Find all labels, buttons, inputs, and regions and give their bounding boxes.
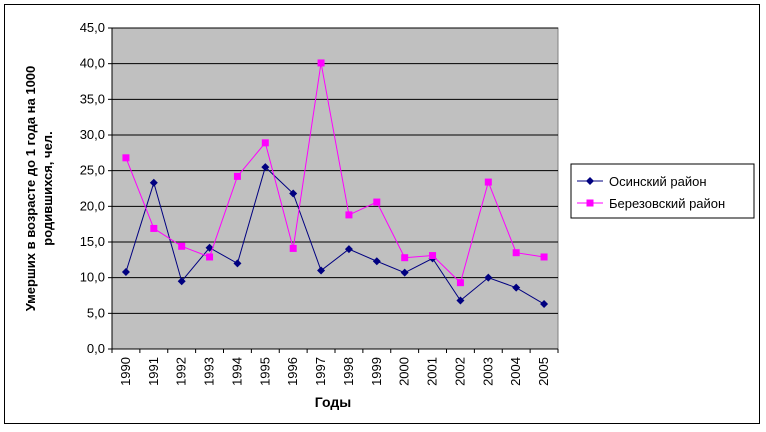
data-point [233,172,241,180]
chart: 0,0 5,0 10,0 15,0 20,0 25,0 30,0 35,0 40,0 45,0 1… [23,20,755,410]
data-point [512,249,520,257]
series-line [125,166,545,305]
legend-marker [586,177,594,185]
data-point [372,257,381,266]
data-point [429,252,437,260]
x-tick-label: 1993 [202,357,217,386]
x-tick-label: 1990 [118,357,133,386]
x-tick-label: 1994 [229,357,244,386]
series-group [121,59,549,309]
x-tick-label: 2000 [397,357,412,386]
y-tick-label: 40,0 [80,56,105,71]
y-tick-label: 45,0 [80,20,105,35]
legend-label: Осинский район [609,174,707,189]
chart-frame: 0,0 5,0 10,0 15,0 20,0 25,0 30,0 35,0 40,0 45,0 1… [4,4,760,424]
x-tick-label: 1998 [341,357,356,386]
y-tick-label: 30,0 [80,127,105,142]
x-tick-label: 2002 [452,357,467,386]
x-axis-label: Годы [315,394,351,410]
data-point [400,268,409,277]
data-point [344,245,353,254]
data-point [177,277,186,286]
data-point [206,253,214,261]
y-tick-label: 10,0 [80,270,105,285]
legend: Осинский район Березовский район [570,163,755,219]
data-point [317,59,325,67]
y-tick-label: 5,0 [87,305,105,320]
data-point [122,154,130,162]
data-point [512,283,521,292]
legend-marker [586,199,594,207]
data-point [373,198,381,206]
legend-label: Березовский район [609,196,725,211]
data-point [261,163,270,172]
series-line [125,62,545,284]
x-axis-ticks: 1990 1991 1992 1993 1994 1995 1996 1997 1998 1999… [111,349,559,386]
y-tick-label: 0,0 [87,341,105,356]
data-point [345,211,353,219]
data-point [540,300,549,309]
y-tick-label: 15,0 [80,234,105,249]
data-point [178,242,186,250]
legend-box [570,163,755,219]
y-axis-label: Умерших в возрасте до 1 года на 1000 роди… [23,66,55,312]
x-tick-label: 2001 [425,357,440,386]
data-point [401,254,409,262]
data-point [150,224,158,232]
x-tick-label: 1996 [285,357,300,386]
x-tick-label: 1999 [369,357,384,386]
x-tick-label: 2004 [508,357,523,386]
x-tick-label: 1991 [146,357,161,386]
data-point [261,139,269,147]
data-point [149,178,158,187]
data-point [484,273,493,282]
data-point [289,244,297,252]
gridlines [112,27,558,314]
plot-area [111,27,559,350]
data-point [540,253,548,261]
x-tick-label: 1995 [257,357,272,386]
x-tick-label: 1997 [313,357,328,386]
data-point [456,296,465,305]
x-tick-label: 2003 [480,357,495,386]
y-tick-label: 25,0 [80,163,105,178]
data-point [289,189,298,198]
y-axis-ticks: 0,0 5,0 10,0 15,0 20,0 25,0 30,0 35,0 40,0 45,0 [80,20,558,356]
x-tick-label: 1992 [174,357,189,386]
data-point [317,266,326,275]
data-point [456,279,464,287]
y-tick-label: 35,0 [80,91,105,106]
data-point [233,259,242,268]
y-tick-label: 20,0 [80,198,105,213]
x-tick-label: 2005 [536,357,551,386]
data-point [121,267,130,276]
data-point [484,178,492,186]
